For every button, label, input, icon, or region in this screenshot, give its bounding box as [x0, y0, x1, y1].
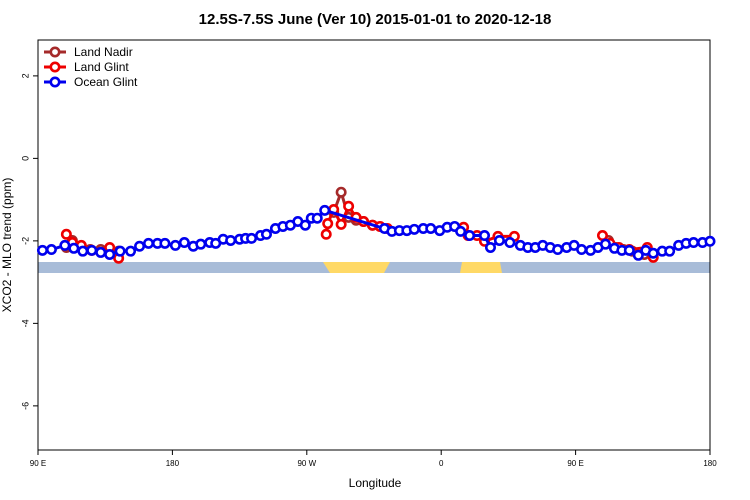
y-axis-label: XCO2 - MLO trend (ppm) [0, 178, 14, 313]
point [493, 234, 505, 246]
point [632, 249, 644, 261]
point [246, 232, 258, 244]
point [576, 244, 588, 256]
y-tick-label: 2 [20, 73, 30, 78]
point [77, 245, 89, 257]
legend-label: Ocean Glint [74, 75, 138, 89]
point [36, 244, 48, 256]
point [95, 246, 107, 258]
x-axis-label: Longitude [349, 476, 402, 490]
point [60, 228, 72, 240]
point [596, 230, 608, 242]
x-tick-label: 0 [439, 459, 444, 468]
legend-marker [49, 61, 61, 73]
point [343, 200, 355, 212]
point [664, 245, 676, 257]
y-tick-label: -6 [20, 402, 30, 410]
series [36, 204, 716, 261]
point [320, 228, 332, 240]
point [311, 212, 323, 224]
x-tick-label: 180 [166, 459, 180, 468]
point [464, 230, 476, 242]
x-tick-label: 90 W [297, 459, 316, 468]
legend-marker [49, 76, 61, 88]
point [159, 237, 171, 249]
point [688, 237, 700, 249]
point [552, 244, 564, 256]
legend-label: Land Nadir [74, 45, 133, 59]
series [60, 200, 659, 264]
point [647, 247, 659, 259]
point [504, 237, 516, 249]
land-patch [460, 262, 502, 273]
point [178, 237, 190, 249]
x-tick-label: 90 E [30, 459, 46, 468]
point [455, 225, 467, 237]
point [68, 242, 80, 254]
y-tick-label: -4 [20, 319, 30, 327]
point [143, 237, 155, 249]
x-tick-label: 180 [703, 459, 717, 468]
point [169, 239, 181, 251]
point [425, 223, 437, 235]
chart-title: 12.5S-7.5S June (Ver 10) 2015-01-01 to 2… [199, 11, 552, 28]
land-patch [323, 262, 390, 273]
y-tick-label: -2 [20, 237, 30, 245]
point [623, 244, 635, 256]
y-tick-label: 0 [20, 156, 30, 161]
point [484, 241, 496, 253]
legend-label: Land Glint [74, 60, 129, 74]
point [335, 186, 347, 198]
point [335, 218, 347, 230]
point [114, 245, 126, 257]
point [45, 244, 57, 256]
x-tick-label: 90 E [567, 459, 583, 468]
point [319, 204, 331, 216]
point [299, 219, 311, 231]
legend-marker [49, 46, 61, 58]
point [86, 244, 98, 256]
point [225, 234, 237, 246]
point [125, 245, 137, 257]
point [134, 240, 146, 252]
point [104, 248, 116, 260]
point [599, 238, 611, 250]
point [195, 238, 207, 250]
point [260, 228, 272, 240]
point [408, 223, 420, 235]
point [704, 235, 716, 247]
surface-strip [38, 262, 710, 273]
point [322, 218, 334, 230]
point [479, 230, 491, 242]
point [59, 239, 71, 251]
